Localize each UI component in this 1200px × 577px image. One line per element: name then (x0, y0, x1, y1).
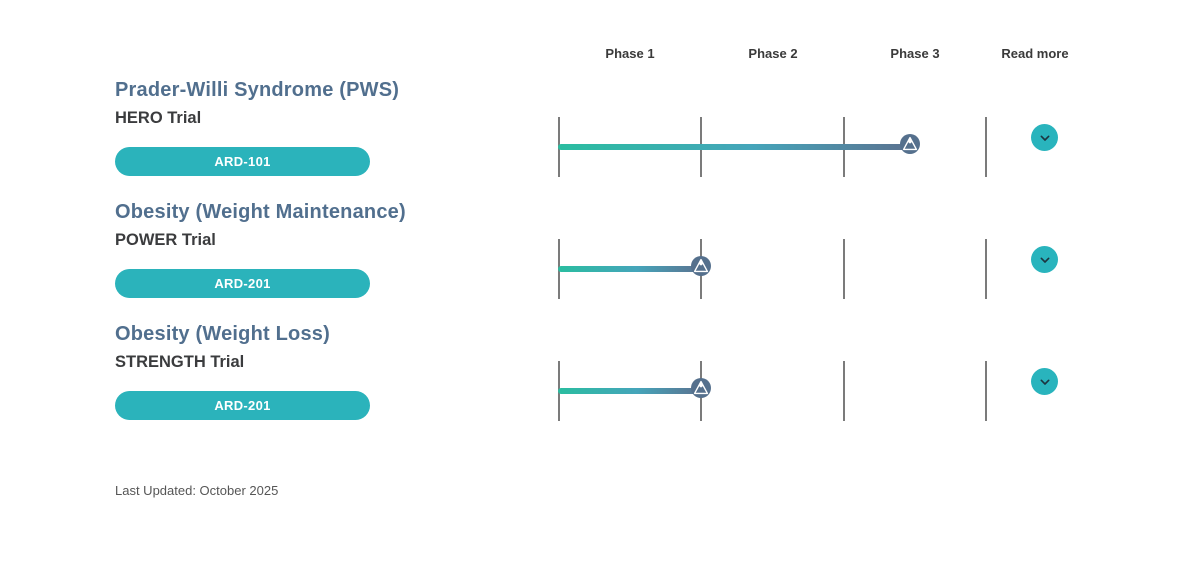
company-logo-marker-icon (690, 256, 711, 276)
indication-title: Prader-Willi Syndrome (PWS) (115, 79, 400, 101)
trial-name: POWER Trial (115, 231, 216, 249)
column-header-phase-3: Phase 3 (890, 46, 940, 61)
phase-tick (843, 361, 845, 421)
column-header-phase-2: Phase 2 (748, 46, 798, 61)
trial-name: HERO Trial (115, 109, 202, 127)
program-badge: ARD-201 (115, 391, 370, 420)
phase-track (558, 117, 987, 177)
column-header-read-more: Read more (1001, 46, 1069, 61)
company-logo-marker-icon (690, 378, 711, 398)
chevron-down-icon (1037, 130, 1053, 146)
progress-bar (558, 388, 701, 394)
last-updated-note: Last Updated: October 2025 (115, 483, 279, 498)
company-logo-marker-icon (899, 134, 920, 154)
read-more-button[interactable] (1031, 124, 1058, 151)
phase-track (558, 239, 987, 299)
read-more-button[interactable] (1031, 368, 1058, 395)
progress-bar (558, 144, 910, 150)
program-info-pws: Prader-Willi Syndrome (PWS) HERO Trial A… (115, 79, 535, 176)
progress-bar (558, 266, 701, 272)
chevron-down-icon (1037, 374, 1053, 390)
column-header-phase-1: Phase 1 (605, 46, 655, 61)
indication-title: Obesity (Weight Maintenance) (115, 201, 406, 223)
read-more-button[interactable] (1031, 246, 1058, 273)
phase-track (558, 361, 987, 421)
phase-tick (843, 239, 845, 299)
trial-name: STRENGTH Trial (115, 353, 245, 371)
program-badge: ARD-101 (115, 147, 370, 176)
phase-tick (985, 117, 987, 177)
program-info-obesity-loss: Obesity (Weight Loss) STRENGTH Trial ARD… (115, 323, 535, 420)
indication-title: Obesity (Weight Loss) (115, 323, 330, 345)
chevron-down-icon (1037, 252, 1053, 268)
program-badge: ARD-201 (115, 269, 370, 298)
program-info-obesity-maintenance: Obesity (Weight Maintenance) POWER Trial… (115, 201, 535, 298)
phase-tick (985, 239, 987, 299)
phase-tick (985, 361, 987, 421)
